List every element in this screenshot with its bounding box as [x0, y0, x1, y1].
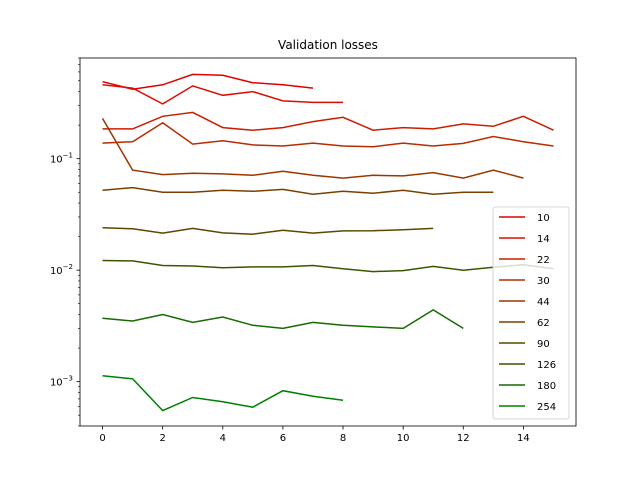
legend-label-90: 90: [537, 339, 550, 350]
y-tick-label: 10−3: [50, 375, 73, 389]
x-tick-label: 4: [220, 433, 226, 444]
x-tick-label: 8: [340, 433, 346, 444]
legend-label-10: 10: [537, 213, 550, 224]
x-tick-label: 6: [280, 433, 286, 444]
plot-frame: [79, 57, 577, 427]
series-line-62: [102, 186, 494, 195]
series-line-22: [102, 111, 554, 131]
legend-label-62: 62: [537, 318, 550, 329]
x-tick-label: 14: [517, 433, 530, 444]
legend-label-180: 180: [537, 381, 556, 392]
legend: 10 14 22 30 44 62 90 126 180 254: [492, 206, 570, 420]
series-line-44: [101, 118, 524, 179]
series-line-10: [102, 73, 314, 90]
series-line-90: [102, 227, 434, 235]
x-tick-label: 0: [99, 433, 105, 444]
y-tick-label: 10−2: [50, 263, 73, 277]
legend-label-254: 254: [537, 402, 556, 413]
y-axis: 10−3 10−2 10−1: [50, 57, 80, 427]
series-lines: [101, 73, 554, 412]
y-tick-label: 10−1: [50, 152, 73, 166]
series-line-126: [102, 259, 554, 273]
series-line-14: [102, 84, 343, 105]
legend-label-22: 22: [537, 255, 550, 266]
x-tick-label: 2: [159, 433, 165, 444]
x-tick-label: 12: [457, 433, 470, 444]
legend-box: [492, 206, 570, 420]
legend-label-14: 14: [537, 234, 550, 245]
series-line-30: [102, 121, 554, 148]
legend-label-126: 126: [537, 360, 556, 371]
x-tick-label: 10: [397, 433, 410, 444]
series-line-254: [102, 374, 344, 412]
series-line-180: [102, 309, 464, 330]
legend-label-44: 44: [537, 297, 550, 308]
legend-label-30: 30: [537, 276, 550, 287]
chart-title: Validation losses: [278, 38, 378, 52]
x-axis: 0 2 4 6 8 10 12 14: [99, 426, 530, 444]
